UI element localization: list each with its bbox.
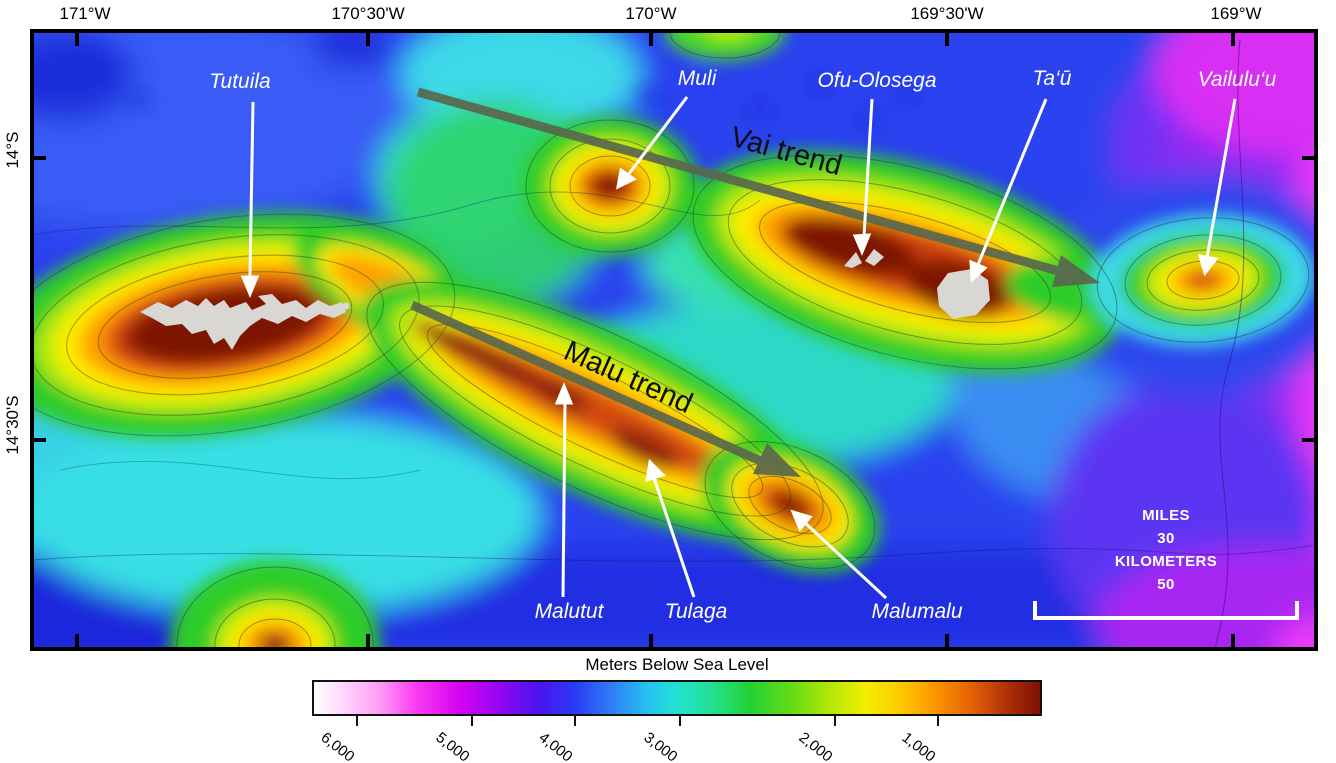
island-label-muli: Muli [677, 67, 717, 90]
axis-label-longitude: 170°W [625, 4, 677, 23]
axis-label-longitude: 169°W [1210, 4, 1262, 23]
colorbar-gradient [312, 680, 1042, 716]
island-label-ofu-olosega: Ofu-Olosega [817, 69, 937, 92]
colorbar-title: Meters Below Sea Level [585, 655, 769, 674]
colorbar-tick [833, 716, 836, 726]
leader-lines [240, 96, 1237, 600]
scale-kilometers-label: KILOMETERS [1114, 553, 1218, 570]
scale-bar-labels: MILES 30 KILOMETERS 50 [1086, 504, 1246, 596]
colorbar-ticks: 6,000 5,000 4,000 3,000 2,000 1,000 [312, 716, 1042, 763]
axis-label-latitude: 14°30'S [3, 395, 22, 455]
depth-colorbar: Meters Below Sea Level 6,000 5,000 4,000… [312, 655, 1042, 763]
tau-island [937, 269, 990, 319]
contour-lines [32, 31, 1316, 649]
island-label-malutut: Malutut [534, 600, 604, 623]
vai-trend-arrow [416, 87, 1100, 287]
colorbar-tick [574, 716, 577, 726]
colorbar-tick-label: 3,000 [640, 729, 681, 763]
ofu-island [844, 252, 862, 268]
colorbar-tick-label: 5,000 [432, 729, 473, 763]
scale-miles-label: MILES [1142, 507, 1190, 524]
olosega-island [865, 249, 884, 266]
colorbar-tick [471, 716, 474, 726]
tutuila-island [140, 294, 346, 350]
colorbar-tick-label: 6,000 [317, 729, 358, 763]
colorbar-tick [355, 716, 358, 726]
colorbar-tick-label: 4,000 [535, 729, 576, 763]
island-label-tau: Ta‘ū [1032, 67, 1072, 90]
axis-label-latitude: 14°S [3, 131, 22, 169]
scale-kilometers-value: 50 [1157, 576, 1175, 593]
island-label-vailuluu: Vailulu‘u [1197, 68, 1277, 91]
axis-label-longitude: 171°W [59, 4, 111, 23]
tutuila-islet [342, 302, 350, 310]
island-label-tutuila: Tutuila [209, 70, 271, 93]
colorbar-tick-label: 2,000 [795, 729, 836, 763]
map-frame [30, 29, 1318, 651]
axis-label-longitude: 170°30'W [331, 4, 405, 23]
malu-trend-arrow [410, 300, 801, 477]
axis-label-longitude: 169°30'W [910, 4, 984, 23]
scale-bar-bracket [1033, 601, 1299, 620]
scale-miles-value: 30 [1157, 530, 1175, 547]
island-label-malumalu: Malumalu [871, 600, 963, 623]
island-shapes [140, 249, 990, 350]
colorbar-tick [936, 716, 939, 726]
colorbar-tick [679, 716, 682, 726]
island-label-tulaga: Tulaga [664, 600, 728, 623]
colorbar-tick-label: 1,000 [898, 729, 939, 763]
